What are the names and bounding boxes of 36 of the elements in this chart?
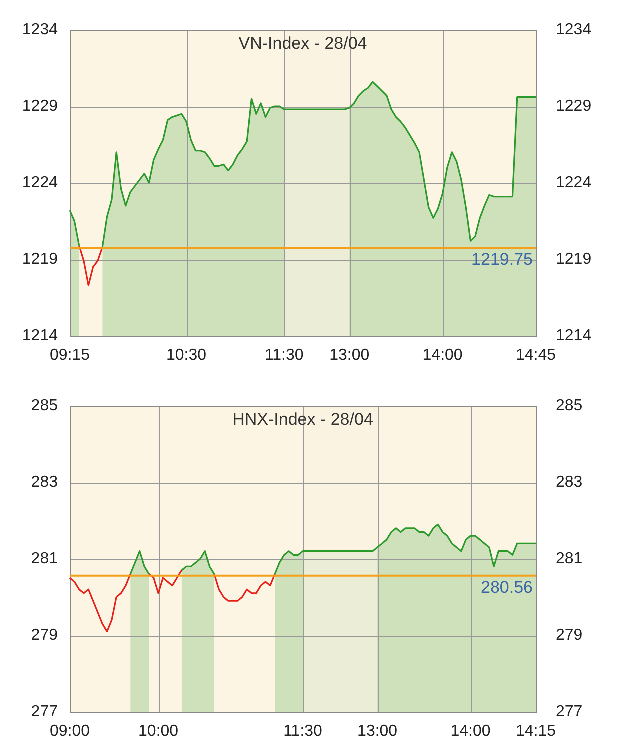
y2-tick-label: 285 — [556, 397, 583, 414]
y2-tick-label: 1234 — [556, 21, 592, 38]
y2-tick-label: 277 — [556, 703, 583, 720]
chart-title: VN-Index - 28/04 — [238, 34, 368, 54]
x-tick-label: 11:30 — [284, 723, 323, 740]
x-tick-label: 13:00 — [358, 723, 398, 740]
y-tick-label: 1224 — [22, 174, 58, 192]
y2-tick-label: 1214 — [556, 327, 592, 344]
chart-title: HNX-Index - 28/04 — [232, 410, 374, 430]
y-tick-label: 277 — [31, 703, 58, 720]
ref-line-label: 1219.75 — [472, 250, 533, 270]
y2-tick-label: 281 — [556, 550, 583, 568]
x-tick-label: 10:00 — [138, 723, 179, 740]
ref-line-label: 280.56 — [481, 578, 533, 598]
y-tick-label: 1234 — [22, 21, 58, 38]
x-tick-label: 14:00 — [422, 347, 463, 364]
y2-tick-label: 1224 — [556, 174, 592, 192]
y2-tick-label: 1229 — [556, 98, 592, 115]
x-tick-label: 14:00 — [450, 723, 491, 740]
x-tick-label: 14:15 — [516, 723, 556, 740]
y-tick-label: 285 — [31, 397, 58, 414]
y-tick-label: 1214 — [22, 327, 58, 344]
y2-tick-label: 283 — [556, 474, 583, 491]
y-tick-label: 279 — [31, 626, 58, 644]
x-tick-label: 13:00 — [330, 347, 370, 364]
x-tick-label: 09:00 — [50, 723, 90, 740]
x-tick-label: 14:45 — [516, 347, 556, 364]
y2-tick-label: 1219 — [556, 250, 592, 268]
y-tick-label: 281 — [31, 550, 58, 568]
x-tick-label: 09:15 — [50, 347, 90, 364]
x-tick-label: 11:30 — [264, 347, 304, 364]
y-tick-label: 1229 — [22, 98, 58, 115]
x-tick-label: 10:30 — [166, 347, 207, 364]
y-tick-label: 283 — [31, 474, 58, 491]
y2-tick-label: 279 — [556, 626, 583, 644]
y-tick-label: 1219 — [22, 250, 58, 268]
